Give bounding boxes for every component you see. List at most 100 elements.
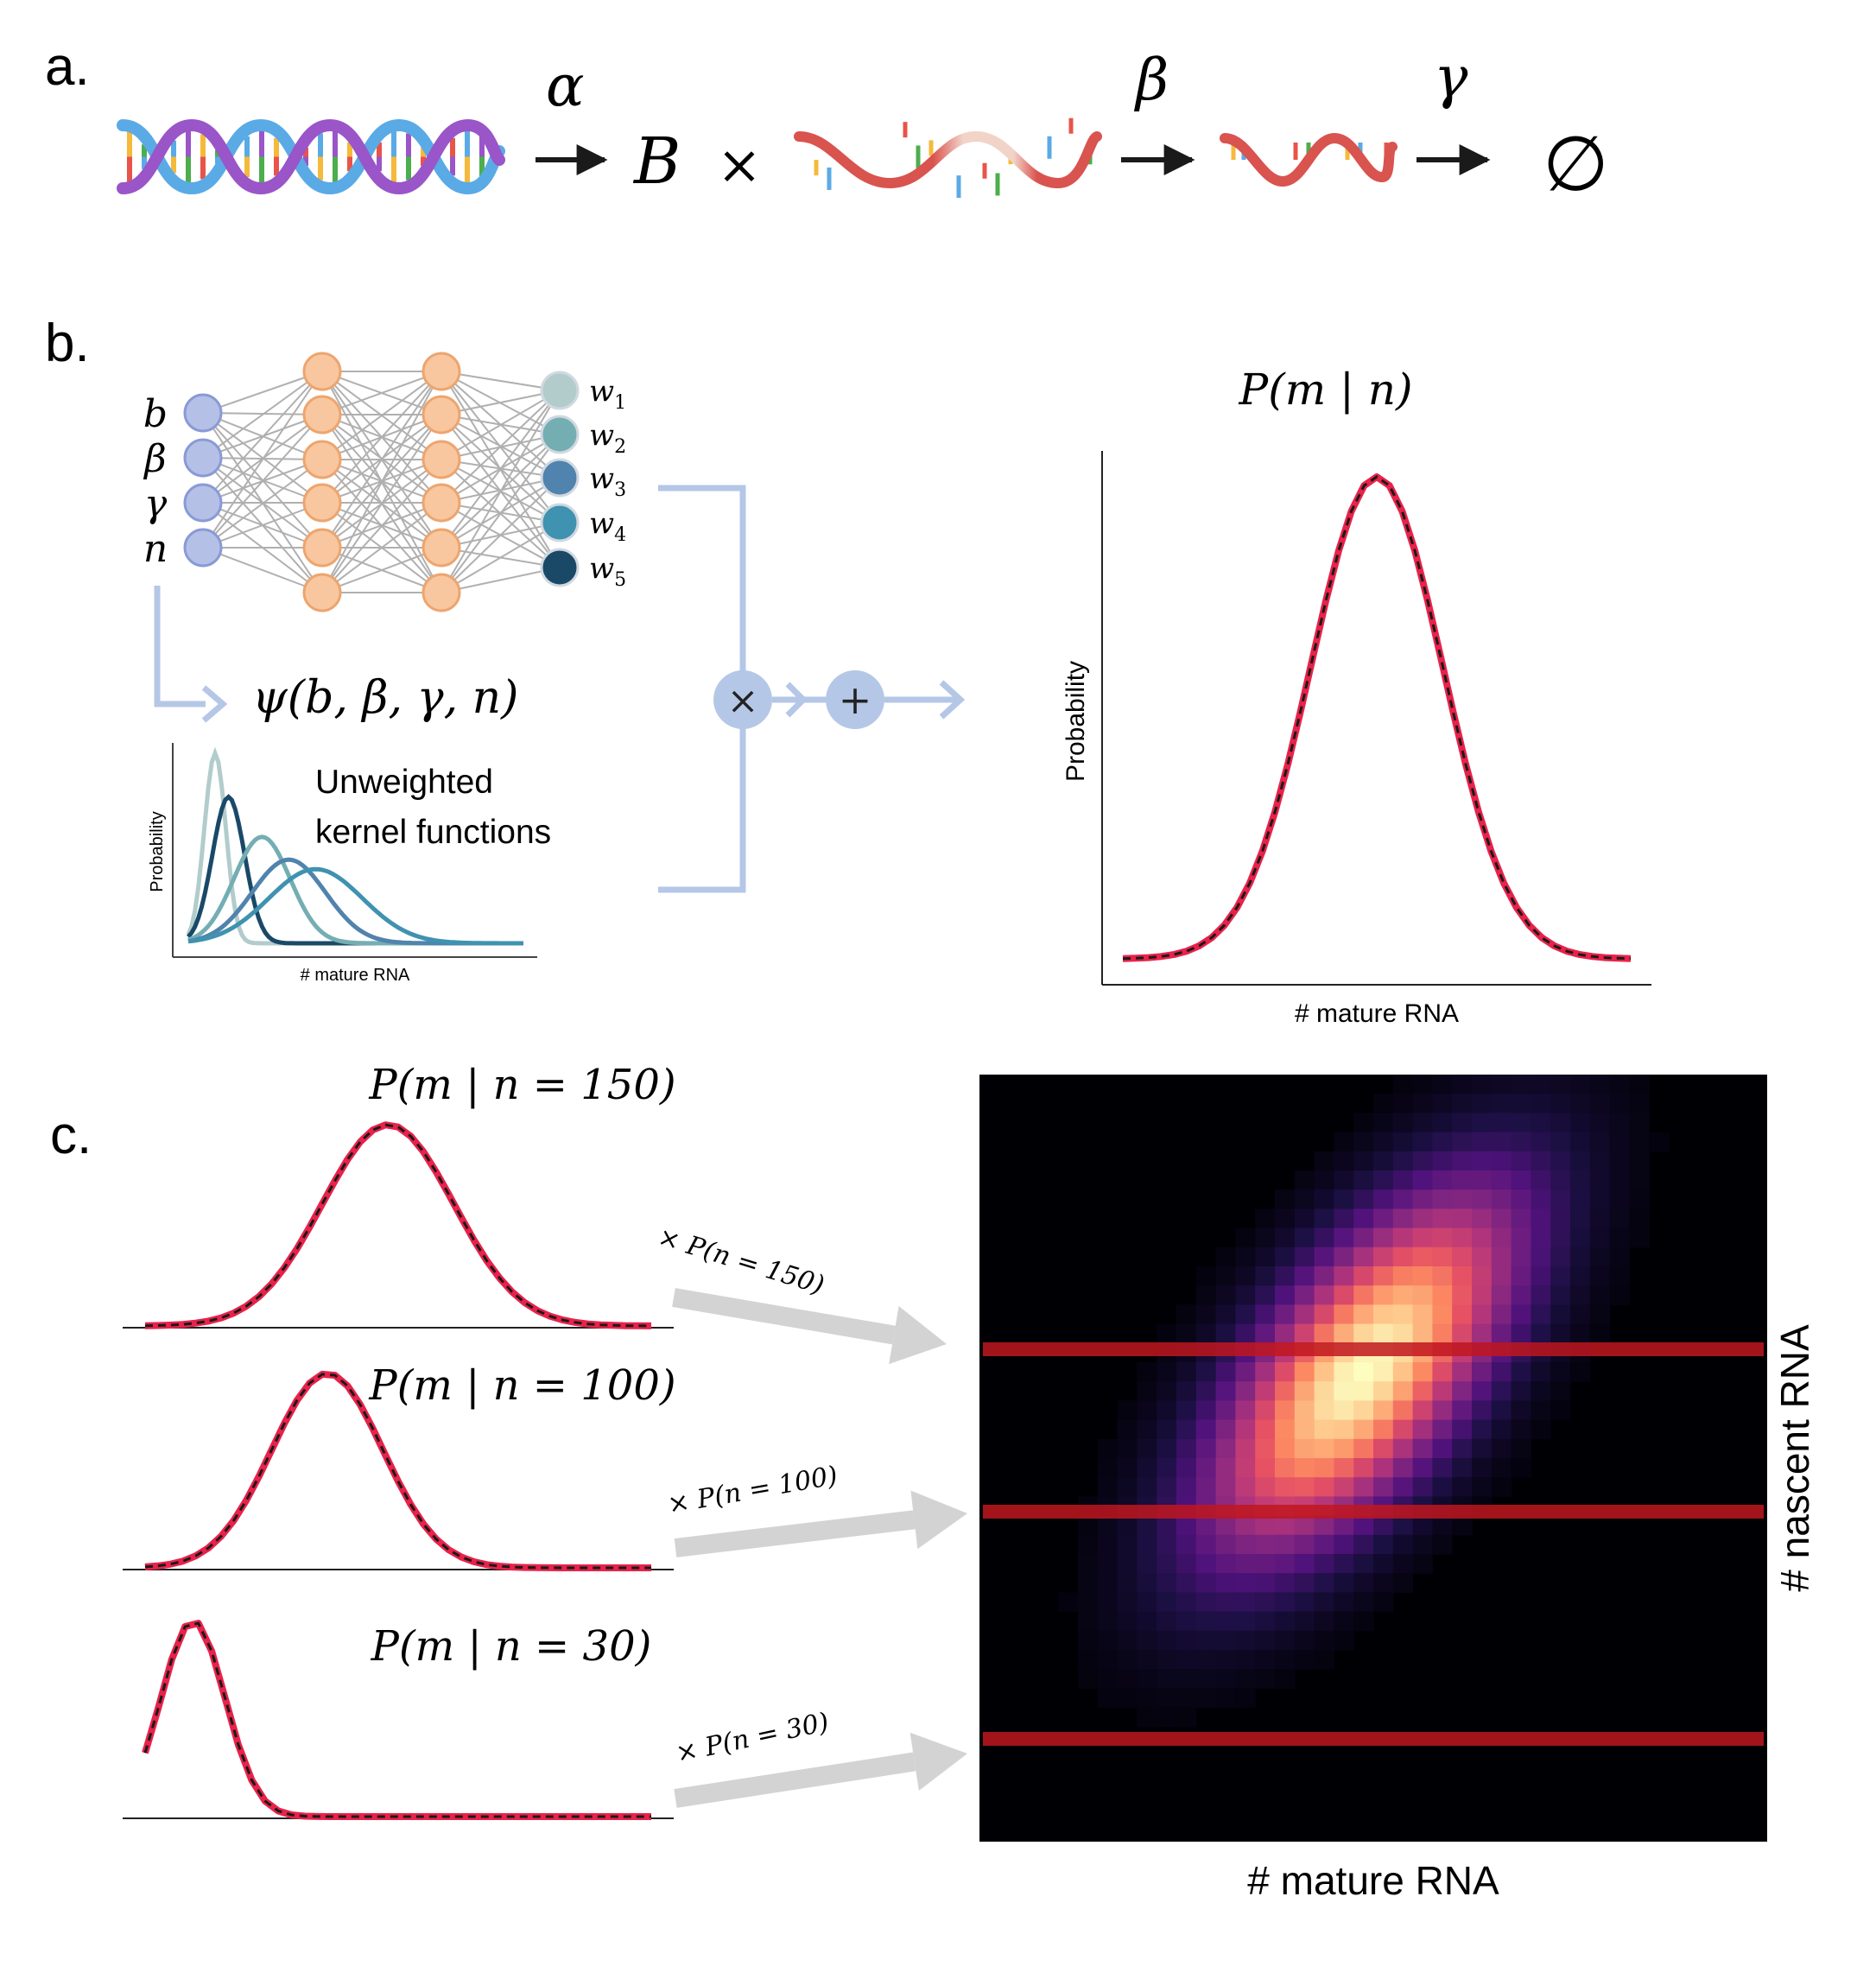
heatmap-cell — [1570, 1208, 1591, 1229]
heatmap-cell — [1275, 1208, 1296, 1229]
heatmap-cell — [1353, 1554, 1374, 1574]
heatmap-cell — [1294, 1573, 1315, 1593]
heatmap-cell — [1373, 1477, 1394, 1497]
sum-output-arrowhead — [939, 680, 966, 720]
heatmap-cell — [1137, 1458, 1157, 1478]
heatmap-cell — [1334, 1438, 1354, 1459]
heatmap-cell — [1392, 1266, 1414, 1286]
heatmap-cell — [1078, 1611, 1099, 1632]
heatmap-cell — [1195, 1381, 1217, 1401]
nn-edge — [440, 390, 561, 593]
heatmap-cell — [1097, 1534, 1119, 1555]
heatmap-cell — [1275, 1400, 1296, 1421]
heatmap-cell — [1334, 1477, 1354, 1497]
heatmap-cell — [1629, 1151, 1650, 1171]
heatmap-cell — [1314, 1477, 1334, 1497]
heatmap-cell — [1334, 1419, 1354, 1440]
heatmap-cell — [1412, 1246, 1433, 1267]
heatmap-cell — [1629, 1075, 1650, 1094]
heatmap-cell — [1491, 1304, 1512, 1325]
heatmap-cell — [1235, 1611, 1256, 1632]
heatmap-cell — [1078, 1592, 1099, 1613]
heatmap-cell — [1137, 1477, 1157, 1497]
highlight-band-n150 — [983, 1342, 1764, 1356]
heatmap-cell — [1589, 1170, 1611, 1190]
heatmap-cell — [1472, 1381, 1493, 1401]
heatmap-cell — [1432, 1189, 1453, 1209]
nn-edge — [202, 547, 323, 593]
heatmap-cell — [1491, 1208, 1512, 1229]
heatmap-cell — [1157, 1438, 1177, 1459]
heatmap-cell — [1176, 1515, 1197, 1536]
heatmap-cell — [1334, 1208, 1354, 1229]
heatmap-cell — [1195, 1323, 1217, 1344]
heatmap-cell — [1314, 1381, 1334, 1401]
heatmap-cell — [1078, 1650, 1099, 1670]
heatmap-cell — [1392, 1534, 1414, 1555]
heatmap-cell — [1255, 1227, 1276, 1248]
heatmap-cell — [1117, 1438, 1138, 1459]
empty-set-symbol: ∅ — [1543, 119, 1609, 208]
heatmap-cell — [1432, 1094, 1453, 1113]
mult-to-sum-arrowhead — [785, 682, 808, 718]
heatmap-cell — [1294, 1458, 1315, 1478]
heatmap-cell — [1550, 1208, 1571, 1229]
heatmap-cell — [1472, 1266, 1493, 1286]
nn-output-label: w1 — [589, 374, 626, 414]
panel-a-label: a. — [45, 37, 90, 97]
heatmap-cell — [1275, 1477, 1296, 1497]
heatmap-cell — [1275, 1669, 1296, 1689]
heatmap-cell — [1392, 1419, 1414, 1440]
psi-arrowhead — [201, 685, 228, 723]
heatmap-cell — [1472, 1419, 1493, 1440]
heatmap-cell — [1432, 1113, 1453, 1133]
heatmap-cell — [1491, 1438, 1512, 1459]
heatmap-cell — [1570, 1304, 1591, 1325]
heatmap-cell — [1117, 1592, 1138, 1613]
heatmap-cell — [1531, 1381, 1551, 1401]
heatmap-cell — [1215, 1554, 1236, 1574]
heatmap-cell — [1215, 1669, 1236, 1689]
kernel-functions-chart: Probability # mature RNA Unweighted kern… — [148, 743, 551, 985]
heatmap-cell — [1412, 1170, 1433, 1190]
heatmap-cell — [1176, 1707, 1197, 1728]
heatmap-cell — [1550, 1170, 1571, 1190]
heatmap-y-label: # nascent RNA — [1772, 1324, 1817, 1592]
heatmap-cell — [1334, 1170, 1354, 1190]
conditional-title: P(m | n = 30) — [371, 1622, 652, 1671]
heatmap-cell — [1294, 1592, 1315, 1613]
heatmap-cell — [1373, 1151, 1394, 1171]
nn-edge — [321, 371, 442, 593]
heatmap-cell — [1373, 1246, 1394, 1267]
heatmap-cell — [1392, 1113, 1414, 1133]
heatmap-cell — [1452, 1151, 1473, 1171]
result-distribution-chart: P(m | n) Probability # mature RNA — [1062, 365, 1651, 1028]
nn-edge — [440, 567, 561, 593]
heatmap-cell — [1491, 1227, 1512, 1248]
heatmap-cell — [1531, 1400, 1551, 1421]
heatmap-cell — [1097, 1573, 1119, 1593]
heatmap-cell — [1215, 1515, 1236, 1536]
heatmap-cell — [1373, 1132, 1394, 1152]
heatmap-cell — [1235, 1554, 1256, 1574]
heatmap-cell — [1215, 1688, 1236, 1709]
nn-edge — [440, 390, 561, 549]
heatmap-cell — [1176, 1650, 1197, 1670]
heatmap-cell — [1412, 1458, 1433, 1478]
heatmap-cell — [1294, 1362, 1315, 1382]
nn-edge — [321, 371, 442, 549]
weighting-arrow-label: × P(n = 100) — [665, 1461, 840, 1520]
heatmap-cell — [1235, 1458, 1256, 1478]
heatmap-cell — [1334, 1132, 1354, 1152]
nn-edge — [321, 414, 442, 593]
heatmap-cell — [1176, 1362, 1197, 1382]
conditional-chart: P(m | n = 150) — [123, 1061, 676, 1329]
heatmap-cell — [1275, 1285, 1296, 1305]
sum-node — [826, 670, 884, 729]
nascent-rna-icon — [794, 117, 1102, 199]
heatmap-cell — [1097, 1669, 1119, 1689]
heatmap-cell — [1195, 1592, 1217, 1613]
heatmap-cell — [1491, 1381, 1512, 1401]
kernel-curve — [187, 866, 523, 946]
